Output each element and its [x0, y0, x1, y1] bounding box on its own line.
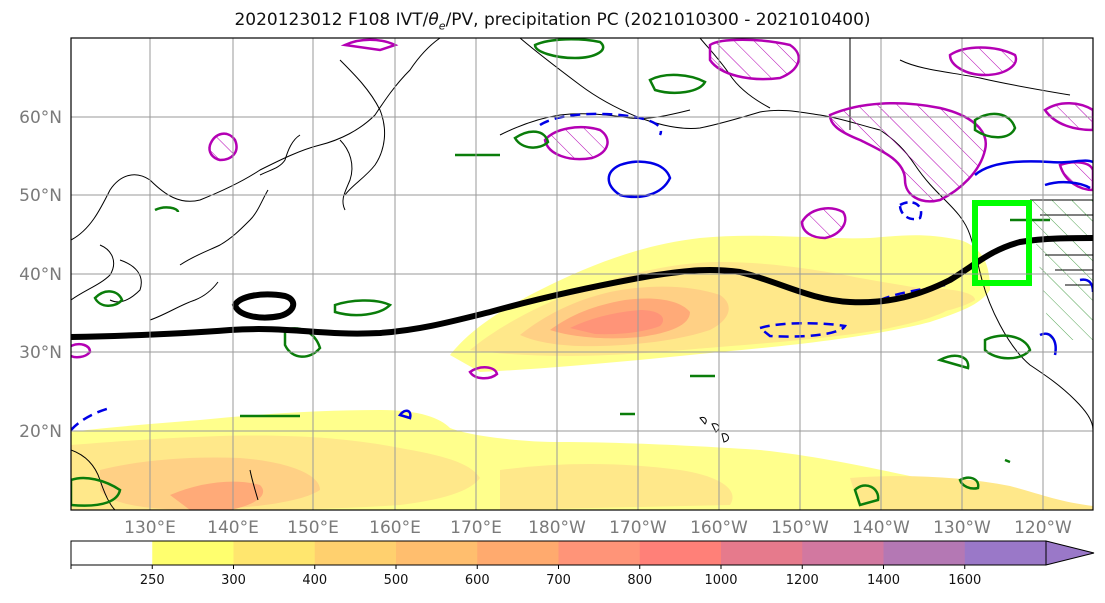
jet-axis-line	[71, 235, 1093, 340]
lon-label: 140°W	[852, 518, 910, 538]
colorbar-tick-label: 1000	[704, 573, 737, 588]
colorbar-tick-label: 700	[546, 573, 571, 588]
colorbar-segment	[802, 541, 884, 565]
colorbar-tick-label: 1400	[867, 573, 900, 588]
colorbar-segment	[396, 541, 478, 565]
colorbar-segment	[639, 541, 722, 565]
colorbar-segment	[71, 541, 153, 565]
lat-label: 40°N	[19, 265, 62, 285]
colorbar: 250 300 400 500 600 700 800 1000 1200 1400 1600	[70, 540, 1095, 588]
lon-label: 150°W	[771, 518, 829, 538]
pv-contours	[71, 38, 1093, 380]
colorbar-segment	[477, 541, 559, 565]
longitude-labels: 130°E 140°E 150°E 160°E 170°E 180°W 170°…	[124, 518, 1072, 538]
lat-label: 50°N	[19, 186, 62, 206]
lat-label: 60°N	[19, 108, 62, 128]
latitude-labels: 60°N 50°N 40°N 30°N 20°N	[19, 108, 62, 442]
lon-label: 170°W	[609, 518, 667, 538]
precip-shading	[71, 235, 1093, 510]
map-frame	[70, 37, 1094, 511]
colorbar-tick-label: 1200	[786, 573, 819, 588]
colorbar-segment	[152, 541, 234, 565]
lon-label: 180°W	[528, 518, 586, 538]
lon-label: 130°W	[933, 518, 991, 538]
lat-label: 20°N	[19, 422, 62, 442]
closed-low-contour	[231, 291, 297, 321]
colorbar-segment	[883, 541, 966, 565]
target-region-box	[972, 200, 1032, 286]
colorbar-segment	[558, 541, 641, 565]
colorbar-segment	[233, 541, 316, 565]
colorbar-tick-label: 1600	[948, 573, 981, 588]
lat-label: 30°N	[19, 343, 62, 363]
lon-label: 150°E	[287, 518, 339, 538]
colorbar-tick-label: 600	[465, 573, 490, 588]
colorbar-segment	[721, 541, 803, 565]
lon-label: 130°E	[124, 518, 176, 538]
colorbar-tick-label: 300	[221, 573, 246, 588]
lon-label: 160°E	[369, 518, 421, 538]
lon-label: 160°W	[690, 518, 748, 538]
colorbar-tick-label: 250	[140, 573, 165, 588]
lon-label: 140°E	[207, 518, 259, 538]
colorbar-tick-label: 400	[302, 573, 327, 588]
map-title: 2020123012 F108 IVT/θe/PV, precipitation…	[0, 10, 1105, 32]
title-prefix: 2020123012 F108 IVT/	[234, 10, 429, 30]
title-suffix: /PV, precipitation PC (2021010300 - 2021…	[445, 10, 871, 30]
title-theta: θe	[428, 10, 446, 33]
colorbar-tick-label: 800	[627, 573, 652, 588]
graticule	[71, 38, 1093, 510]
lon-label: 120°W	[1014, 518, 1072, 538]
colorbar-segment	[314, 541, 397, 565]
theta-contours	[71, 112, 1093, 431]
lon-label: 170°E	[450, 518, 502, 538]
colorbar-segment	[964, 541, 1047, 565]
colorbar-extend-arrow	[1045, 540, 1095, 566]
ivt-hatch-region	[1030, 200, 1093, 340]
colorbar-tick-label: 500	[384, 573, 409, 588]
